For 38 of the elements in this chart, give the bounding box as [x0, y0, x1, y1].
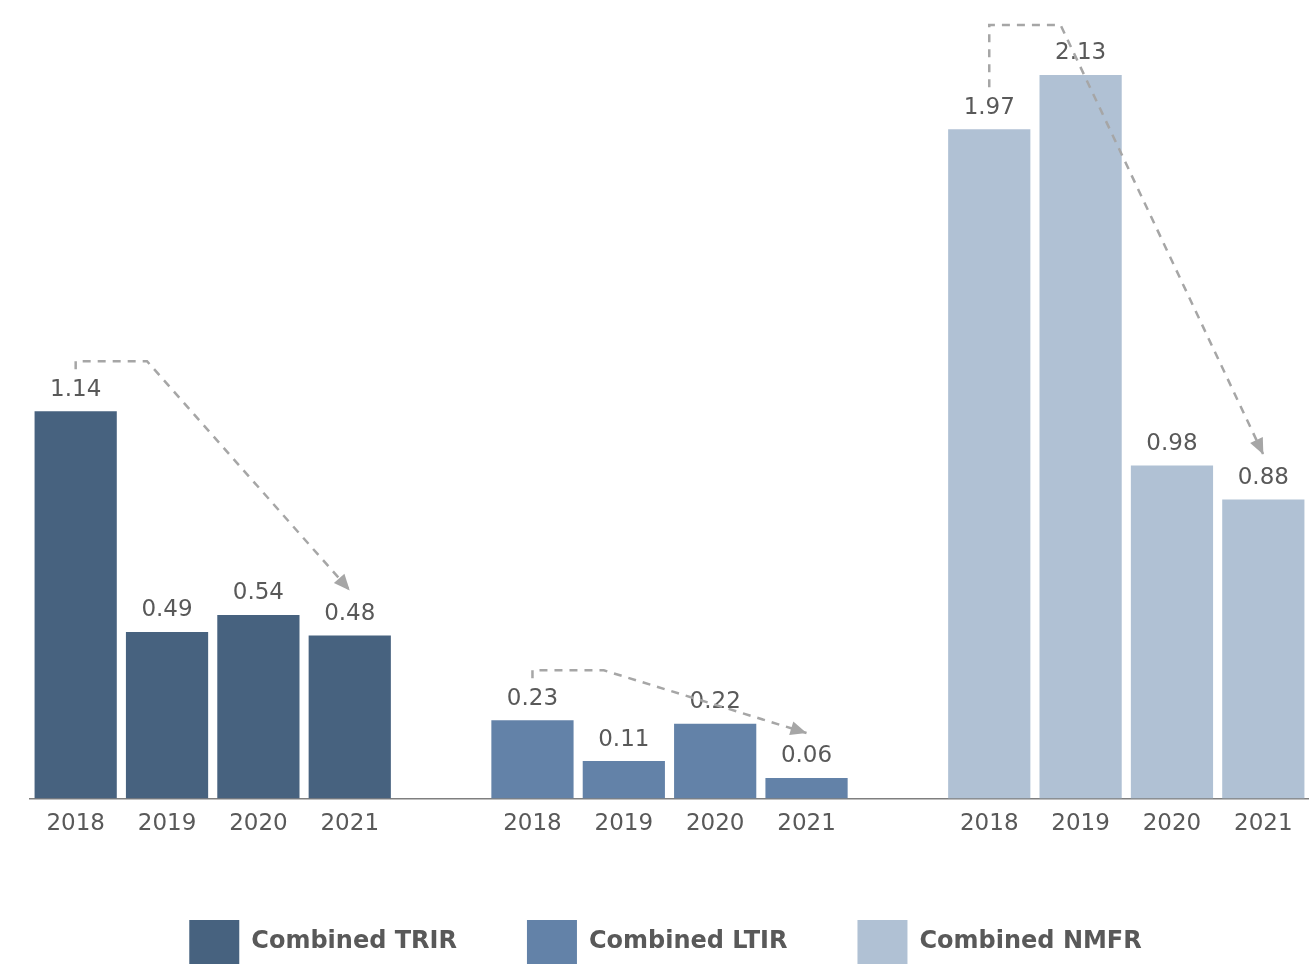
data-label: 0.23 [506, 683, 559, 710]
bar [765, 778, 848, 799]
x-tick-label: 2018 [46, 809, 105, 836]
legend-label: Combined NMFR [919, 926, 1142, 955]
bar [1222, 499, 1305, 799]
data-label: 0.06 [780, 741, 833, 768]
x-tick-label: 2021 [1234, 809, 1293, 836]
data-label: 1.97 [963, 92, 1015, 119]
data-label: 0.48 [324, 598, 376, 625]
bar [125, 631, 209, 799]
bar [948, 129, 1031, 799]
x-tick-label: 2019 [1051, 809, 1110, 836]
bar [674, 723, 757, 799]
x-tick-label: 2021 [777, 809, 836, 836]
x-tick-label: 2019 [137, 809, 197, 836]
x-tick-label: 2020 [229, 809, 288, 836]
bar [217, 615, 300, 799]
x-tick-label: 2020 [685, 809, 745, 836]
bar [582, 761, 665, 799]
data-label: 0.49 [141, 595, 193, 622]
x-tick-label: 2021 [320, 809, 380, 836]
x-tick-label: 2020 [1142, 809, 1202, 836]
x-tick-label: 2019 [594, 809, 654, 836]
bar [1130, 465, 1214, 799]
data-label: 0.54 [232, 578, 284, 605]
data-label: 0.88 [1237, 463, 1289, 489]
data-label: 1.14 [50, 374, 102, 401]
legend-label: Combined LTIR [588, 926, 788, 955]
data-label: 0.98 [1146, 429, 1198, 456]
bar [308, 635, 391, 799]
data-label: 2.13 [1055, 38, 1107, 65]
legend-label: Combined TRIR [251, 926, 457, 955]
data-label: 0.11 [598, 724, 650, 751]
bar [491, 720, 574, 799]
x-tick-label: 2018 [959, 809, 1019, 836]
bar [1039, 75, 1122, 799]
bar [34, 411, 117, 799]
x-tick-label: 2018 [503, 809, 562, 836]
